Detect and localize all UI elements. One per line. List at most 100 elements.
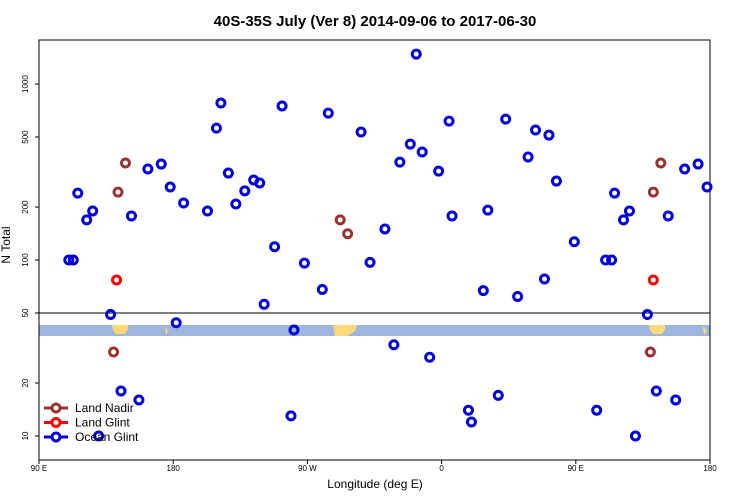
y-tick-label: 20	[21, 378, 30, 387]
legend-marker	[50, 417, 62, 428]
point	[210, 122, 222, 134]
x-tick-label: 0	[439, 464, 444, 473]
point	[115, 385, 127, 397]
y-tick-label: 1000	[21, 75, 30, 93]
point	[170, 317, 182, 329]
point	[538, 273, 550, 285]
y-tick-label: 50	[21, 308, 30, 317]
y-tick-label: 500	[21, 130, 30, 144]
point	[388, 339, 400, 351]
point	[647, 274, 659, 286]
point	[254, 177, 266, 189]
point	[394, 156, 406, 168]
y-tick-label: 100	[21, 253, 30, 267]
point	[629, 430, 641, 442]
point	[500, 113, 512, 125]
legend-marker	[50, 402, 62, 414]
point	[647, 186, 659, 198]
point	[322, 107, 334, 119]
x-tick-label: 180	[167, 464, 181, 473]
point	[670, 394, 682, 406]
point	[81, 214, 93, 226]
point	[285, 410, 297, 422]
x-tick-label: 90 E	[568, 464, 584, 473]
map-strip	[39, 325, 710, 336]
point	[164, 181, 176, 193]
point	[379, 223, 391, 235]
point	[288, 324, 300, 336]
point	[201, 205, 213, 217]
point	[530, 124, 542, 136]
point	[155, 158, 167, 170]
legend-label: Land Nadir	[75, 401, 134, 415]
point	[316, 283, 328, 295]
x-tick-label: 90 W	[298, 464, 317, 473]
plot-frame	[38, 39, 711, 461]
point	[477, 285, 489, 297]
legend-label: Land Glint	[75, 416, 130, 430]
point	[142, 163, 154, 175]
point	[416, 146, 428, 158]
point	[568, 236, 580, 248]
point	[465, 416, 477, 428]
point	[650, 385, 662, 397]
legend-label: Ocean Glint	[75, 430, 139, 444]
point	[67, 254, 79, 266]
point	[679, 163, 691, 175]
point	[258, 298, 270, 310]
point	[334, 214, 346, 226]
point	[239, 185, 251, 197]
point	[446, 210, 458, 222]
point	[364, 256, 376, 268]
point	[108, 346, 120, 358]
x-tick-label: 180	[703, 464, 717, 473]
point	[623, 205, 635, 217]
point	[119, 157, 131, 169]
point	[404, 138, 416, 150]
y-tick-label: 200	[21, 200, 30, 214]
x-tick-label: 90 E	[31, 464, 47, 473]
point	[609, 187, 621, 199]
point	[355, 126, 367, 138]
point	[618, 214, 630, 226]
point	[591, 404, 603, 416]
x-axis-label: Longitude (deg E)	[327, 477, 422, 491]
y-tick-label: 10	[21, 431, 30, 440]
point	[701, 181, 713, 193]
point	[600, 254, 612, 266]
point	[606, 254, 618, 266]
point	[178, 197, 190, 209]
point	[462, 404, 474, 416]
point	[512, 291, 524, 303]
point	[230, 198, 242, 210]
point	[112, 186, 124, 198]
point	[93, 430, 105, 442]
point	[72, 187, 84, 199]
point	[222, 167, 234, 179]
point	[269, 241, 281, 253]
point	[410, 48, 422, 60]
legend-marker	[50, 431, 62, 443]
point	[662, 210, 674, 222]
point	[105, 309, 117, 321]
point	[433, 165, 445, 177]
point	[87, 205, 99, 217]
point	[276, 100, 288, 112]
point	[550, 175, 562, 187]
point	[298, 257, 310, 269]
point	[641, 309, 653, 321]
point	[215, 97, 227, 109]
point	[111, 274, 123, 286]
y-axis-label: N Total	[0, 226, 13, 263]
point	[522, 151, 534, 163]
point	[133, 394, 145, 406]
point	[644, 346, 656, 358]
point	[692, 158, 704, 170]
point	[492, 389, 504, 401]
point	[543, 129, 555, 141]
point	[443, 115, 455, 127]
point	[655, 157, 667, 169]
chart-title: 40S-35S July (Ver 8) 2014-09-06 to 2017-…	[214, 13, 537, 30]
point	[342, 228, 354, 240]
